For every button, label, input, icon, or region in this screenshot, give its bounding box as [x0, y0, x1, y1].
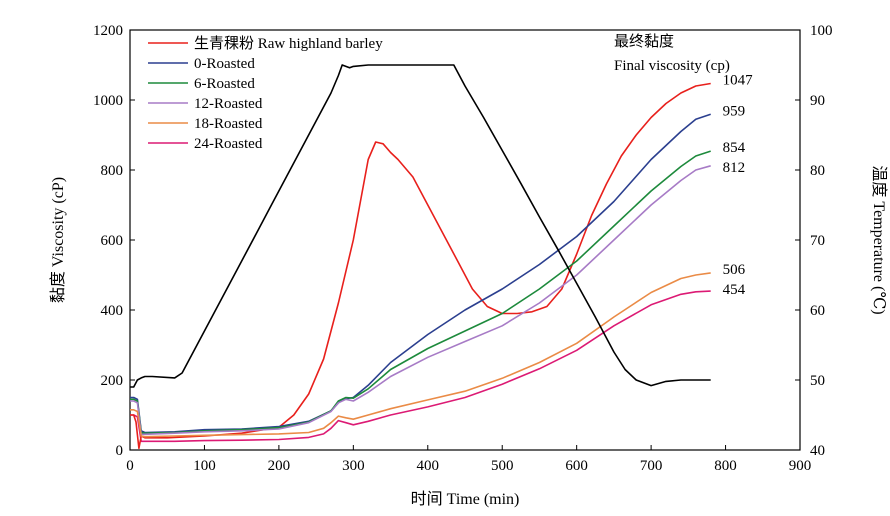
y-axis-right-title: 温度 Temperature (℃)	[870, 165, 888, 314]
y-right-tick-label: 40	[810, 443, 825, 459]
y-left-tick-label: 1200	[93, 23, 123, 39]
y-right-tick-label: 70	[810, 233, 825, 249]
x-tick-label: 100	[193, 458, 216, 474]
series-line-18-roasted	[130, 272, 711, 438]
legend: 生青稞粉 Raw highland barley 0-Roasted 6-Roast…	[148, 35, 383, 152]
y-right-tick-label: 50	[810, 373, 825, 389]
x-axis-title: 时间 Time (min)	[411, 490, 520, 508]
y-right-tick-label: 100	[810, 23, 833, 39]
y-axis-left-ticks: 0 200 400 600 800 1000 1200	[93, 23, 135, 459]
x-tick-label: 700	[640, 458, 663, 474]
final-viscosity-title-cn: 最终黏度	[614, 33, 674, 50]
series-line-12-roasted	[130, 165, 711, 436]
y-left-tick-label: 600	[101, 233, 124, 249]
y-left-tick-label: 400	[101, 303, 124, 319]
plot-frame	[129, 29, 801, 451]
final-viscosity-value: 1047	[723, 73, 754, 89]
x-tick-label: 600	[565, 458, 588, 474]
series-lines	[130, 64, 711, 450]
final-viscosity-labels: 1047 959 854 812 506 454	[723, 73, 754, 298]
final-viscosity-value: 959	[723, 103, 746, 119]
y-right-tick-label: 90	[810, 93, 825, 109]
final-viscosity-value: 506	[723, 262, 746, 278]
final-viscosity-value: 454	[723, 282, 746, 298]
final-viscosity-value: 812	[723, 160, 746, 176]
x-tick-label: 900	[789, 458, 812, 474]
final-viscosity-title-en: Final viscosity (cp)	[614, 58, 730, 74]
x-tick-label: 400	[417, 458, 440, 474]
y-left-tick-label: 1000	[93, 93, 123, 109]
plot-area	[129, 29, 801, 451]
x-tick-label: 0	[126, 458, 134, 474]
legend-label: 18-Roasted	[194, 116, 263, 132]
y-axis-right-ticks: 40 50 60 70 80 90 100	[795, 23, 833, 459]
x-tick-label: 800	[714, 458, 737, 474]
y-axis-left-title: 黏度 Viscosity (cP)	[49, 177, 67, 303]
temperature-line	[130, 64, 711, 388]
x-tick-label: 500	[491, 458, 514, 474]
y-left-tick-label: 0	[116, 443, 124, 459]
x-axis-ticks: 0 100 200 300 400 500 600 700 800 900	[126, 445, 811, 474]
legend-label: 生青稞粉 Raw highland barley	[194, 35, 383, 52]
series-line-barley	[130, 82, 711, 450]
y-right-tick-label: 60	[810, 303, 825, 319]
series-line-24-roasted	[130, 290, 711, 443]
x-tick-label: 200	[268, 458, 291, 474]
series-line-6-roasted	[130, 150, 711, 435]
y-left-tick-label: 800	[101, 163, 124, 179]
y-left-tick-label: 200	[101, 373, 124, 389]
legend-label: 6-Roasted	[194, 76, 255, 92]
y-right-tick-label: 80	[810, 163, 825, 179]
legend-label: 0-Roasted	[194, 56, 255, 72]
x-tick-label: 300	[342, 458, 365, 474]
series-line-0-roasted	[130, 113, 711, 434]
legend-label: 24-Roasted	[194, 136, 263, 152]
legend-label: 12-Roasted	[194, 96, 263, 112]
final-viscosity-value: 854	[723, 140, 746, 156]
